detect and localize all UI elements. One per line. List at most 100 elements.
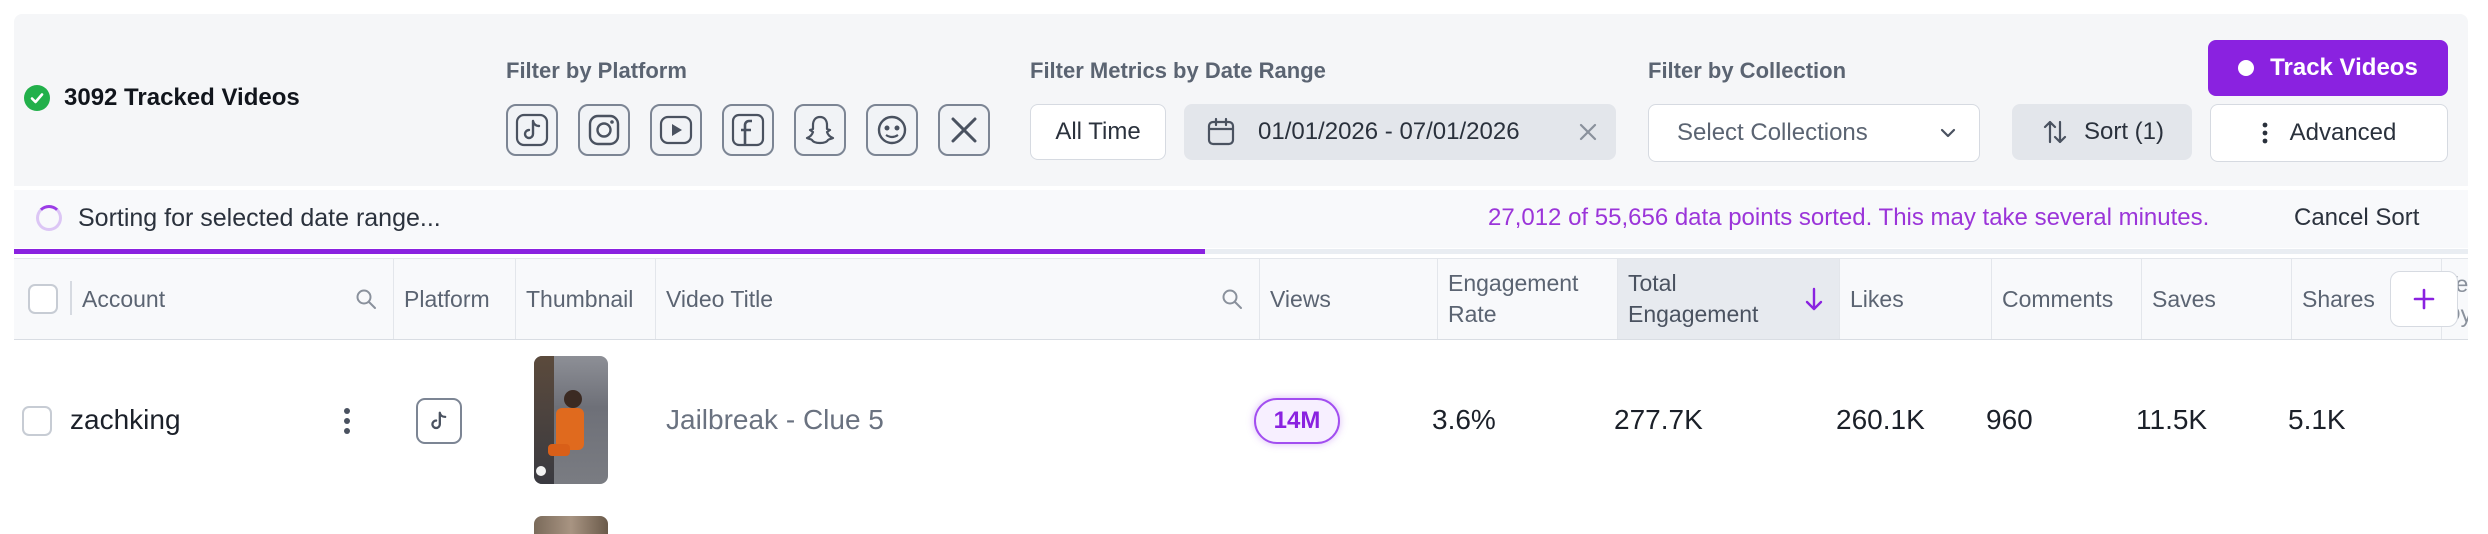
- column-total-engagement-line2: Engagement: [1628, 301, 1759, 327]
- tracked-videos-status: 3092 Tracked Videos: [24, 84, 300, 112]
- sort-progress-fill: [14, 249, 1205, 254]
- toolbar: [14, 14, 2468, 186]
- row-menu-icon[interactable]: [342, 406, 352, 436]
- advanced-button[interactable]: Advanced: [2210, 104, 2448, 162]
- video-thumbnail[interactable]: [534, 356, 608, 484]
- column-platform[interactable]: Platform: [394, 259, 516, 339]
- column-thumbnail-label: Thumbnail: [526, 285, 634, 312]
- column-account[interactable]: Account: [72, 259, 394, 339]
- tracked-videos-count: 3092 Tracked Videos: [64, 84, 300, 111]
- thumbnail-dot: [536, 466, 546, 476]
- chevron-down-icon: [1940, 128, 1956, 138]
- column-saves[interactable]: Saves: [2142, 259, 2292, 339]
- thumbnail-head: [564, 390, 582, 408]
- column-platform-label: Platform: [404, 285, 490, 312]
- search-icon[interactable]: [1221, 288, 1243, 310]
- row-checkbox-cell: [22, 406, 52, 436]
- sort-progress-text: 27,012 of 55,656 data points sorted. Thi…: [1488, 204, 2210, 231]
- column-likes[interactable]: Likes: [1840, 259, 1992, 339]
- column-thumbnail[interactable]: Thumbnail: [516, 259, 656, 339]
- thumbnail-bars: [534, 356, 554, 484]
- facebook-filter-button[interactable]: [722, 104, 774, 156]
- sort-progress-track: [14, 249, 2468, 254]
- column-engagement-rate[interactable]: Engagement Rate: [1438, 259, 1618, 339]
- add-column-button[interactable]: [2390, 271, 2458, 327]
- tiktok-icon: [515, 113, 549, 147]
- likes-value: 260.1K: [1836, 404, 1925, 435]
- sort-arrows-icon: [2043, 120, 2067, 144]
- check-circle-icon: [24, 85, 50, 111]
- comments-value: 960: [1986, 404, 2033, 435]
- video-title[interactable]: Jailbreak - Clue 5: [666, 404, 884, 435]
- column-views[interactable]: Views: [1260, 259, 1438, 339]
- sort-status-bar: Sorting for selected date range... 27,01…: [14, 190, 2468, 248]
- youtube-icon: [659, 115, 693, 145]
- instagram-icon: [588, 114, 620, 146]
- loading-spinner-icon: [36, 205, 62, 231]
- sorting-message: Sorting for selected date range...: [78, 204, 441, 232]
- column-account-label: Account: [82, 285, 166, 312]
- search-icon[interactable]: [355, 288, 377, 310]
- column-likes-label: Likes: [1850, 285, 1904, 312]
- threads-icon: [877, 115, 907, 145]
- column-total-engagement[interactable]: Total Engagement: [1618, 259, 1840, 339]
- filter-date-label: Filter Metrics by Date Range: [1030, 58, 1326, 83]
- all-time-button[interactable]: All Time: [1030, 104, 1166, 160]
- row-checkbox[interactable]: [22, 406, 52, 436]
- snapchat-icon: [805, 115, 835, 145]
- shares-value: 5.1K: [2288, 404, 2346, 435]
- record-dot-icon: [2238, 60, 2255, 76]
- engagement-rate-value: 3.6%: [1432, 404, 1496, 435]
- cancel-sort-button[interactable]: Cancel Sort: [2294, 204, 2420, 231]
- clear-date-icon[interactable]: [1578, 122, 1598, 142]
- row-platform-badge: [416, 398, 462, 444]
- track-videos-label: Track Videos: [2270, 54, 2418, 81]
- thumbnail-legs: [548, 444, 570, 456]
- select-all-checkbox[interactable]: [28, 284, 58, 314]
- thumbnail-body: [556, 408, 584, 450]
- tiktok-icon: [431, 411, 447, 430]
- next-video-thumbnail[interactable]: [534, 516, 608, 534]
- facebook-icon: [731, 113, 765, 147]
- views-badge: 14M: [1254, 398, 1340, 444]
- snapchat-filter-button[interactable]: [794, 104, 846, 156]
- instagram-filter-button[interactable]: [578, 104, 630, 156]
- divider: [70, 281, 72, 315]
- filter-collection-label: Filter by Collection: [1648, 58, 1847, 83]
- column-video-title-label: Video Title: [666, 285, 773, 312]
- sort-label: Sort (1): [2083, 118, 2164, 145]
- collections-select[interactable]: Select Collections: [1648, 104, 1980, 162]
- column-video-title[interactable]: Video Title: [656, 259, 1260, 339]
- saves-value: 11.5K: [2136, 404, 2208, 435]
- collections-placeholder: Select Collections: [1677, 119, 1868, 146]
- column-engagement-rate-line1: Engagement: [1448, 270, 1579, 296]
- column-engagement-rate-line2: Rate: [1448, 301, 1497, 327]
- tiktok-filter-button[interactable]: [506, 104, 558, 156]
- advanced-label: Advanced: [2289, 119, 2397, 146]
- calendar-icon: [1207, 117, 1235, 146]
- column-shares[interactable]: Shares: [2292, 259, 2442, 339]
- date-range-picker[interactable]: 01/01/2026 - 07/01/2026: [1184, 104, 1616, 160]
- track-videos-button[interactable]: Track Videos: [2208, 40, 2448, 96]
- plus-icon: [2413, 288, 2435, 310]
- more-vertical-icon: [2262, 122, 2268, 144]
- arrow-down-icon[interactable]: [1803, 286, 1825, 312]
- x-icon: [951, 117, 977, 143]
- total-engagement-value: 277.7K: [1614, 404, 1703, 435]
- column-comments[interactable]: Comments: [1992, 259, 2142, 339]
- table-header: Account Platform Thumbnail Video Title V…: [14, 258, 2468, 340]
- x-filter-button[interactable]: [938, 104, 990, 156]
- column-total-engagement-line1: Total: [1628, 270, 1677, 296]
- column-comments-label: Comments: [2002, 285, 2114, 312]
- column-saves-label: Saves: [2152, 285, 2216, 312]
- platform-filter-group: [506, 104, 990, 156]
- date-range-value: 01/01/2026 - 07/01/2026: [1258, 118, 1520, 145]
- sort-button[interactable]: Sort (1): [2012, 104, 2192, 160]
- threads-filter-button[interactable]: [866, 104, 918, 156]
- account-name[interactable]: zachking: [70, 404, 181, 435]
- column-shares-label: Shares: [2302, 285, 2375, 312]
- column-views-label: Views: [1270, 285, 1331, 312]
- filter-platform-label: Filter by Platform: [506, 58, 687, 83]
- youtube-filter-button[interactable]: [650, 104, 702, 156]
- select-all-cell: [14, 259, 72, 339]
